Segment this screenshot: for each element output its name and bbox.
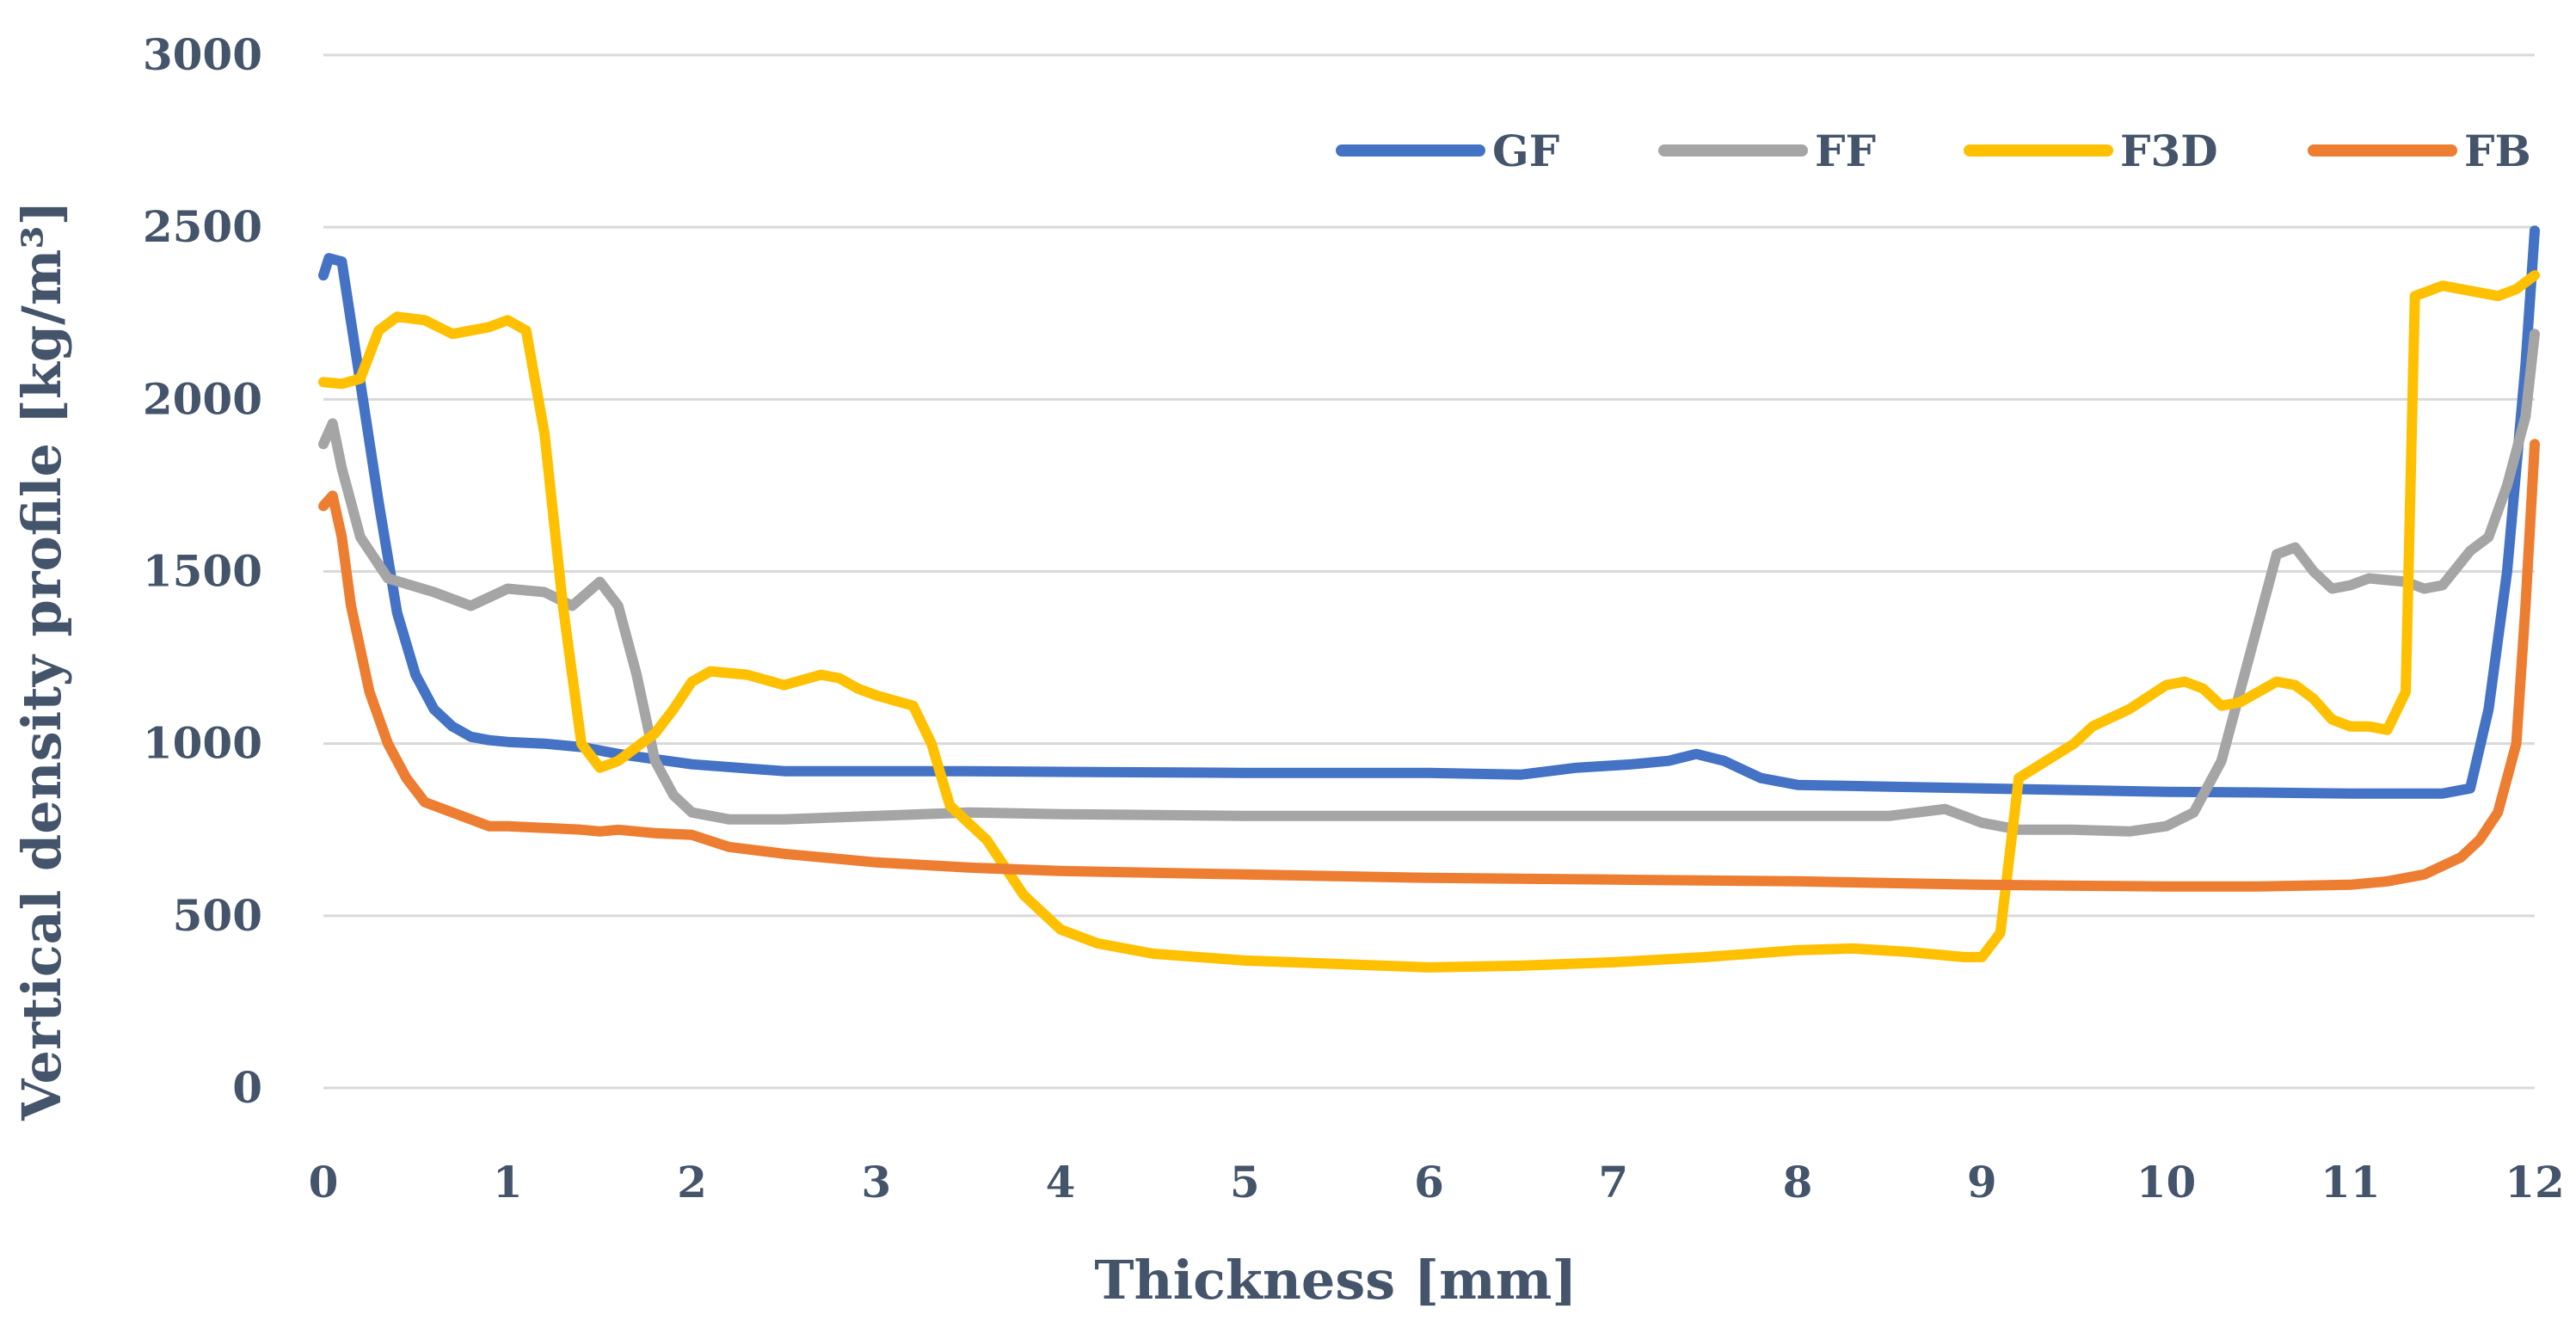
series-group	[318, 225, 2540, 973]
y-tick-label: 2500	[143, 201, 262, 252]
x-tick-label: 12	[2505, 1157, 2565, 1207]
y-axis-ticks: 0 500 1000 1500 2000 2500 3000	[143, 29, 262, 1113]
x-tick-label: 11	[2321, 1157, 2381, 1207]
gridlines	[323, 53, 2535, 918]
x-tick-label: 7	[1598, 1157, 1628, 1207]
series-line-ff	[318, 329, 2540, 837]
x-tick-label: 8	[1783, 1157, 1813, 1207]
x-tick-label: 2	[677, 1157, 707, 1207]
y-tick-label: 2000	[143, 373, 262, 424]
series-line-fb	[318, 439, 2540, 892]
x-tick-label: 0	[309, 1157, 339, 1207]
legend-label-ff: FF	[1815, 126, 1876, 176]
legend-label-fb: FB	[2464, 126, 2531, 176]
x-axis-label: Thickness [mm]	[1094, 1249, 1577, 1312]
series-line-gf	[318, 225, 2540, 799]
x-tick-label: 5	[1230, 1157, 1260, 1207]
y-tick-label: 500	[173, 890, 262, 941]
y-tick-label: 1500	[143, 546, 262, 597]
x-tick-label: 4	[1046, 1157, 1076, 1207]
x-tick-label: 9	[1967, 1157, 1997, 1207]
x-tick-label: 10	[2136, 1157, 2197, 1207]
x-tick-label: 6	[1414, 1157, 1444, 1207]
y-tick-label: 0	[232, 1062, 262, 1113]
legend-label-gf: GF	[1492, 126, 1559, 176]
x-axis-ticks: 0 1 2 3 4 5 6 7 8 9 10 11 12	[309, 1157, 2565, 1207]
series-line-f3d	[318, 270, 2540, 973]
legend: GF FF F3D FB	[1336, 126, 2531, 176]
y-axis-label: Vertical density profile [kg/m³]	[10, 200, 73, 1121]
x-tick-label: 1	[493, 1157, 523, 1207]
y-tick-label: 3000	[143, 29, 262, 80]
y-tick-label: 1000	[143, 718, 262, 769]
legend-label-f3d: F3D	[2120, 126, 2218, 176]
x-tick-label: 3	[861, 1157, 891, 1207]
